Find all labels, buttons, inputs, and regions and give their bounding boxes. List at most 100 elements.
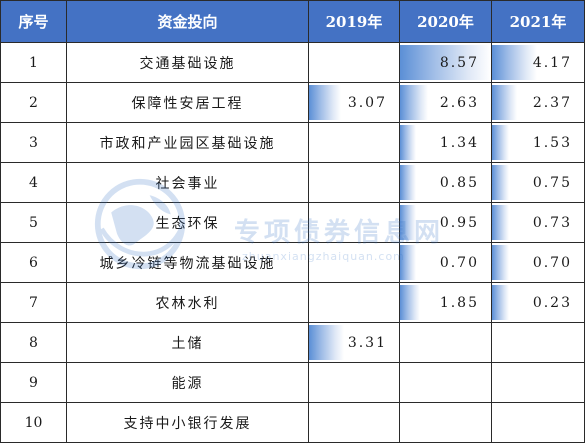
- data-bar: [492, 285, 509, 320]
- cell-y2021: 1.53: [491, 122, 585, 163]
- cell-y2019: [308, 402, 400, 443]
- table-body: 1 交通基础设施 8.57 4.17 2 保障性安居工程 3.07 2.63 2.37 3 市政和产…: [0, 42, 585, 443]
- cell-y2019: [308, 42, 400, 83]
- cell-value: 2.37: [532, 94, 572, 111]
- cell-serial: 8: [0, 322, 67, 363]
- header-fund-direction: 资金投向: [66, 0, 309, 43]
- table-row: 1 交通基础设施 8.57 4.17: [0, 42, 585, 83]
- header-year-2020: 2020年: [399, 0, 492, 43]
- cell-y2021: 0.23: [491, 282, 585, 323]
- cell-value: 0.95: [439, 214, 479, 231]
- data-bar: [400, 85, 428, 120]
- cell-y2019: 3.31: [308, 322, 400, 363]
- table-row: 2 保障性安居工程 3.07 2.63 2.37: [0, 82, 585, 123]
- data-bar: [309, 85, 342, 120]
- cell-fund-direction: 市政和产业园区基础设施: [66, 122, 309, 163]
- cell-value: 8.57: [439, 54, 479, 71]
- table-row: 7 农林水利 1.85 0.23: [0, 282, 585, 323]
- cell-y2019: [308, 162, 400, 203]
- table-row: 10 支持中小银行发展: [0, 402, 585, 443]
- cell-value: 1.53: [532, 134, 572, 151]
- table-row: 9 能源: [0, 362, 585, 403]
- cell-y2020: 1.85: [399, 282, 492, 323]
- header-year-2021: 2021年: [491, 0, 585, 43]
- cell-y2020: [399, 362, 492, 403]
- data-bar: [400, 165, 417, 200]
- table-row: 6 城乡冷链等物流基础设施 0.70 0.70: [0, 242, 585, 283]
- cell-y2021: 0.75: [491, 162, 585, 203]
- data-bar: [492, 125, 509, 160]
- cell-value: 0.73: [532, 214, 572, 231]
- cell-value: 1.34: [439, 134, 479, 151]
- cell-fund-direction: 交通基础设施: [66, 42, 309, 83]
- table-row: 8 土储 3.31: [0, 322, 585, 363]
- cell-y2021: 0.73: [491, 202, 585, 243]
- cell-y2020: 0.70: [399, 242, 492, 283]
- cell-serial: 7: [0, 282, 67, 323]
- cell-value: 1.85: [439, 294, 479, 311]
- header-year-2019: 2019年: [308, 0, 400, 43]
- cell-serial: 4: [0, 162, 67, 203]
- cell-fund-direction: 保障性安居工程: [66, 82, 309, 123]
- cell-value: 3.31: [347, 334, 387, 351]
- cell-y2021: [491, 362, 585, 403]
- cell-y2020: [399, 322, 492, 363]
- cell-value: 2.63: [439, 94, 479, 111]
- data-bar: [400, 205, 417, 240]
- data-bar: [309, 325, 344, 360]
- data-bar: [400, 245, 417, 280]
- cell-value: 0.70: [532, 254, 572, 271]
- cell-value: 0.75: [532, 174, 572, 191]
- cell-serial: 2: [0, 82, 67, 123]
- table-row: 3 市政和产业园区基础设施 1.34 1.53: [0, 122, 585, 163]
- data-bar: [492, 85, 518, 120]
- cell-y2020: 0.85: [399, 162, 492, 203]
- cell-fund-direction: 生态环保: [66, 202, 309, 243]
- cell-y2021: [491, 402, 585, 443]
- header-row: 序号 资金投向 2019年 2020年 2021年: [0, 0, 585, 43]
- cell-y2020: 0.95: [399, 202, 492, 243]
- cell-fund-direction: 农林水利: [66, 282, 309, 323]
- cell-fund-direction: 支持中小银行发展: [66, 402, 309, 443]
- cell-value: 0.70: [439, 254, 479, 271]
- data-bar: [492, 45, 537, 80]
- cell-y2019: [308, 362, 400, 403]
- cell-y2019: [308, 122, 400, 163]
- cell-y2020: 8.57: [399, 42, 492, 83]
- cell-y2020: [399, 402, 492, 443]
- cell-y2021: 4.17: [491, 42, 585, 83]
- data-bar: [492, 245, 509, 280]
- cell-y2020: 2.63: [399, 82, 492, 123]
- cell-value: 4.17: [532, 54, 572, 71]
- cell-y2019: [308, 282, 400, 323]
- data-bar: [400, 45, 491, 80]
- cell-fund-direction: 社会事业: [66, 162, 309, 203]
- cell-y2021: 0.70: [491, 242, 585, 283]
- cell-serial: 5: [0, 202, 67, 243]
- cell-fund-direction: 城乡冷链等物流基础设施: [66, 242, 309, 283]
- cell-value: 0.85: [439, 174, 479, 191]
- cell-fund-direction: 土储: [66, 322, 309, 363]
- table-row: 5 生态环保 0.95 0.73: [0, 202, 585, 243]
- cell-fund-direction: 能源: [66, 362, 309, 403]
- data-bar: [400, 285, 420, 320]
- cell-y2019: 3.07: [308, 82, 400, 123]
- cell-value: 3.07: [347, 94, 387, 111]
- data-bar: [492, 165, 509, 200]
- cell-y2021: 2.37: [491, 82, 585, 123]
- cell-y2019: [308, 242, 400, 283]
- data-bar: [400, 125, 417, 160]
- cell-serial: 6: [0, 242, 67, 283]
- cell-y2019: [308, 202, 400, 243]
- cell-y2020: 1.34: [399, 122, 492, 163]
- data-bar: [492, 205, 509, 240]
- cell-value: 0.23: [532, 294, 572, 311]
- cell-serial: 10: [0, 402, 67, 443]
- header-serial: 序号: [0, 0, 67, 43]
- cell-y2021: [491, 322, 585, 363]
- cell-serial: 3: [0, 122, 67, 163]
- cell-serial: 1: [0, 42, 67, 83]
- table-row: 4 社会事业 0.85 0.75: [0, 162, 585, 203]
- cell-serial: 9: [0, 362, 67, 403]
